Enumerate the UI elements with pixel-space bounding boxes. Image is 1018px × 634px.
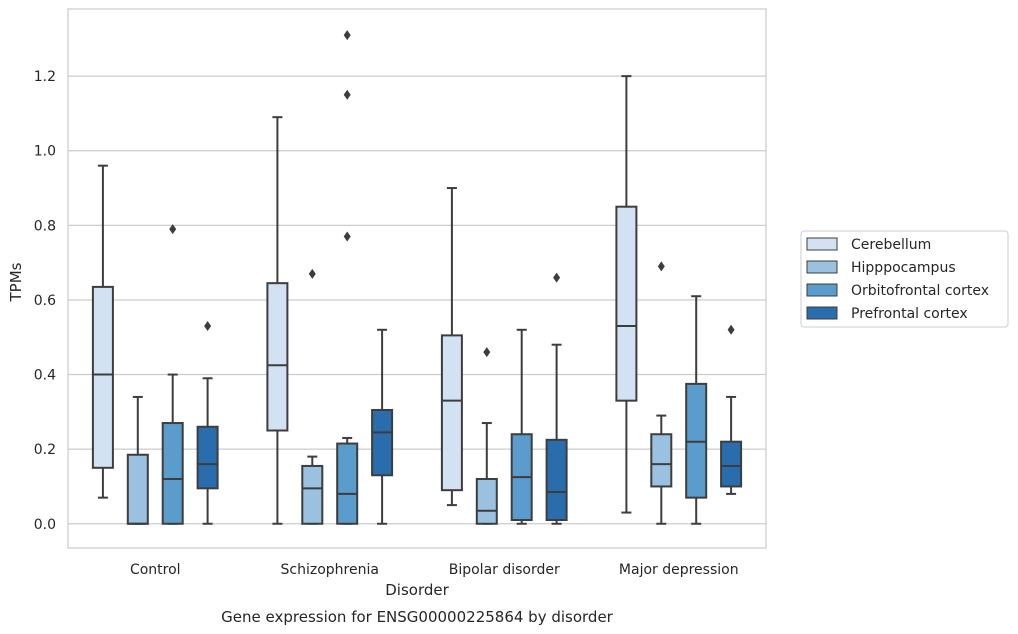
box-cerebellum	[440, 187, 463, 507]
legend-swatch	[806, 306, 838, 320]
box	[336, 442, 359, 525]
box	[301, 464, 324, 525]
box-prefrontal-cortex	[196, 321, 219, 525]
box-hipppocampus	[650, 261, 673, 525]
x-tick-label: Schizophrenia	[281, 562, 379, 578]
y-tick-label: 1.0	[34, 144, 56, 160]
chart-caption: Gene expression for ENSG00000225864 by d…	[221, 608, 614, 626]
box-hipppocampus	[475, 347, 498, 525]
box-orbitofrontal-cortex	[336, 30, 359, 525]
box-prefrontal-cortex	[371, 328, 394, 525]
y-axis-ticks: 0.0 0.2 0.4 0.6 0.8 1.0 1.2	[34, 69, 56, 533]
legend-label: Cerebellum	[851, 237, 931, 253]
box	[720, 440, 743, 488]
legend-swatch	[806, 260, 838, 274]
y-tick-label: 0.8	[34, 218, 56, 234]
y-axis-label: TPMs	[7, 262, 25, 302]
box	[126, 453, 149, 525]
box-plot-area	[91, 30, 743, 525]
legend-label: Hipppocampus	[851, 260, 956, 276]
outlier-point	[657, 261, 665, 272]
x-axis-ticks: Control Schizophrenia Bipolar disorder Majo…	[130, 562, 739, 578]
x-tick-label: Control	[130, 562, 181, 578]
box	[161, 422, 184, 525]
legend-label: Orbitofrontal cortex	[851, 283, 989, 299]
box-orbitofrontal-cortex	[161, 224, 184, 525]
legend: Cerebellum Hipppocampus Orbitofrontal cort…	[800, 230, 1009, 328]
y-tick-label: 0.0	[34, 517, 56, 533]
outlier-point	[169, 224, 177, 235]
box-cerebellum	[91, 164, 114, 499]
box	[615, 205, 638, 402]
outlier-point	[343, 30, 351, 41]
box-hipppocampus	[126, 395, 149, 525]
grid-lines	[68, 75, 766, 525]
outlier-point	[727, 324, 735, 335]
y-tick-label: 1.2	[34, 69, 56, 85]
box-orbitofrontal-cortex	[685, 295, 708, 525]
y-tick-label: 0.6	[34, 293, 56, 309]
box-hipppocampus	[301, 268, 324, 525]
box	[266, 282, 289, 432]
y-tick-label: 0.2	[34, 442, 56, 458]
outlier-point	[343, 89, 351, 100]
legend-label: Prefrontal cortex	[851, 306, 968, 322]
box-cerebellum	[266, 116, 289, 525]
box	[196, 425, 219, 490]
plot-frame	[67, 8, 767, 549]
box	[475, 477, 498, 525]
legend-swatch	[806, 237, 838, 251]
box	[440, 334, 463, 492]
outlier-point	[204, 321, 212, 332]
box	[91, 285, 114, 469]
box-prefrontal-cortex	[720, 324, 743, 495]
x-axis-label: Disorder	[385, 581, 449, 599]
box-cerebellum	[615, 75, 638, 514]
legend-frame	[800, 230, 1009, 328]
box	[650, 433, 673, 488]
legend-swatch	[806, 283, 838, 297]
x-tick-label: Bipolar disorder	[449, 562, 560, 578]
outlier-point	[308, 268, 316, 279]
box-orbitofrontal-cortex	[510, 328, 533, 525]
box-prefrontal-cortex	[545, 272, 568, 525]
outlier-point	[483, 347, 491, 358]
box	[545, 438, 568, 522]
y-tick-label: 0.4	[34, 368, 56, 384]
outlier-point	[553, 272, 561, 283]
box	[371, 408, 394, 477]
x-tick-label: Major depression	[619, 562, 739, 578]
outlier-point	[343, 231, 351, 242]
